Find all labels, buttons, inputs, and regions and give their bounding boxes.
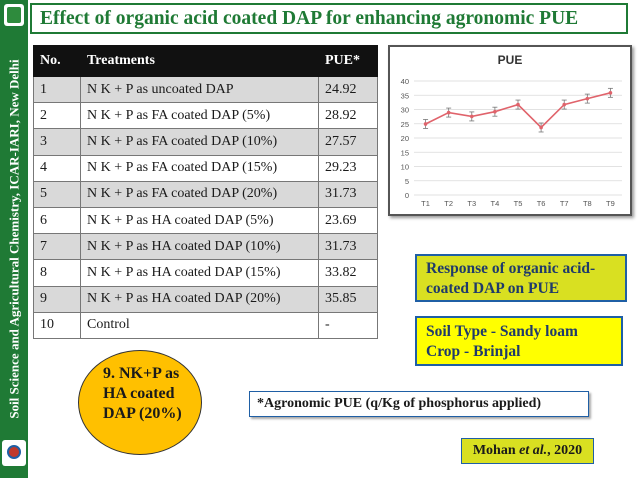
y-tick-label: 25 [401, 120, 409, 129]
cell-pue: 33.82 [318, 259, 378, 287]
cell-pue: 35.85 [318, 285, 378, 313]
data-point [562, 102, 567, 107]
cell-pue: 23.69 [318, 206, 378, 235]
data-point [423, 122, 428, 126]
cell-treatment: N K + P as FA coated DAP (15%) [80, 154, 319, 182]
cell-no: 2 [33, 102, 81, 130]
y-tick-label: 35 [401, 91, 409, 100]
citation-author: Mohan [472, 443, 520, 458]
soil-type-text: Soil Type - Sandy loam [426, 323, 578, 340]
slide-title: Effect of organic acid coated DAP for en… [40, 8, 579, 29]
pue-chart-svg: PUE 0 5 10 15 20 25 30 35 40 T1 T2 T3 T4 T5 T6 T7 T8 T9 [401, 53, 622, 208]
cell-treatment: N K + P as uncoated DAP [80, 75, 319, 104]
header-no: No. [33, 45, 81, 77]
data-point [446, 110, 451, 115]
y-tick-label: 10 [401, 163, 409, 172]
y-tick-label: 15 [401, 148, 409, 157]
y-tick-label: 5 [405, 177, 409, 186]
sidebar: Soil Science and Agricultural Chemistry,… [0, 0, 28, 478]
citation-etal: et al. [519, 443, 548, 458]
cell-treatment: N K + P as FA coated DAP (20%) [80, 180, 319, 208]
data-point [539, 125, 543, 130]
response-line-1: Response of organic acid- [426, 260, 596, 277]
icar-logo [2, 440, 26, 466]
cell-treatment: Control [80, 311, 319, 339]
cell-pue: - [318, 311, 378, 339]
best-line-2: HA coated [103, 385, 175, 402]
response-line-2: coated DAP on PUE [426, 280, 560, 297]
x-tick-label: T7 [560, 199, 569, 208]
y-tick-label: 0 [405, 191, 409, 200]
x-tick-label: T8 [583, 199, 592, 208]
crop-text: Crop - Brinjal [426, 343, 521, 360]
cell-no: 10 [33, 311, 81, 339]
cell-no: 3 [33, 128, 81, 156]
x-tick-label: T9 [606, 199, 615, 208]
response-callout: Response of organic acid- coated DAP on … [415, 254, 627, 302]
table-row: 10 Control - [33, 311, 378, 339]
header-treatments: Treatments [80, 45, 319, 77]
cell-treatment: N K + P as HA coated DAP (20%) [80, 285, 319, 313]
data-point [608, 91, 613, 95]
cell-no: 9 [33, 285, 81, 313]
cell-pue: 24.92 [318, 75, 378, 104]
citation: Mohan et al., 2020 [461, 438, 594, 464]
x-tick-label: T1 [421, 199, 430, 208]
cell-treatment: N K + P as HA coated DAP (10%) [80, 233, 319, 261]
data-point [493, 109, 497, 114]
data-point [469, 114, 474, 119]
cell-treatment: N K + P as HA coated DAP (5%) [80, 206, 319, 235]
institute-logo [4, 4, 24, 26]
x-tick-label: T5 [514, 199, 523, 208]
cell-no: 1 [33, 75, 81, 104]
best-line-3: DAP (20%) [103, 405, 182, 422]
x-tick-label: T2 [444, 199, 453, 208]
cell-no: 8 [33, 259, 81, 287]
series-line [425, 92, 611, 129]
table-header-row: No. Treatments PUE* [33, 45, 378, 77]
cell-pue: 29.23 [318, 154, 378, 182]
cell-treatment: N K + P as FA coated DAP (5%) [80, 102, 319, 130]
chart-title: PUE [498, 53, 523, 67]
cell-pue: 31.73 [318, 180, 378, 208]
y-tick-label: 20 [401, 134, 409, 143]
y-tick-label: 30 [401, 106, 409, 115]
x-tick-label: T3 [467, 199, 476, 208]
best-line-1: 9. NK+P as [103, 365, 180, 382]
cell-no: 5 [33, 180, 81, 208]
soil-crop-callout: Soil Type - Sandy loam Crop - Brinjal [415, 316, 623, 366]
cell-pue: 28.92 [318, 102, 378, 130]
data-point [585, 96, 590, 101]
pue-footnote: *Agronomic PUE (q/Kg of phosphorus appli… [249, 391, 589, 417]
sidebar-institution-text: Soil Science and Agricultural Chemistry,… [6, 59, 22, 419]
header-pue: PUE* [318, 45, 378, 77]
cell-treatment: N K + P as FA coated DAP (10%) [80, 128, 319, 156]
cell-no: 4 [33, 154, 81, 182]
y-tick-label: 40 [401, 77, 409, 86]
citation-year: , 2020 [547, 443, 583, 458]
cell-no: 6 [33, 206, 81, 235]
cell-treatment: N K + P as HA coated DAP (15%) [80, 259, 319, 287]
cell-pue: 27.57 [318, 128, 378, 156]
x-tick-label: T4 [491, 199, 500, 208]
cell-no: 7 [33, 233, 81, 261]
pue-chart: PUE 0 5 10 15 20 25 30 35 40 T1 T2 T3 T4 T5 T6 T7 T8 T9 [388, 45, 632, 216]
data-point [516, 102, 520, 107]
best-treatment-bubble: 9. NK+P as HA coated DAP (20%) [78, 350, 202, 455]
x-tick-label: T6 [537, 199, 546, 208]
cell-pue: 31.73 [318, 233, 378, 261]
title-bar: Effect of organic acid coated DAP for en… [30, 3, 628, 34]
